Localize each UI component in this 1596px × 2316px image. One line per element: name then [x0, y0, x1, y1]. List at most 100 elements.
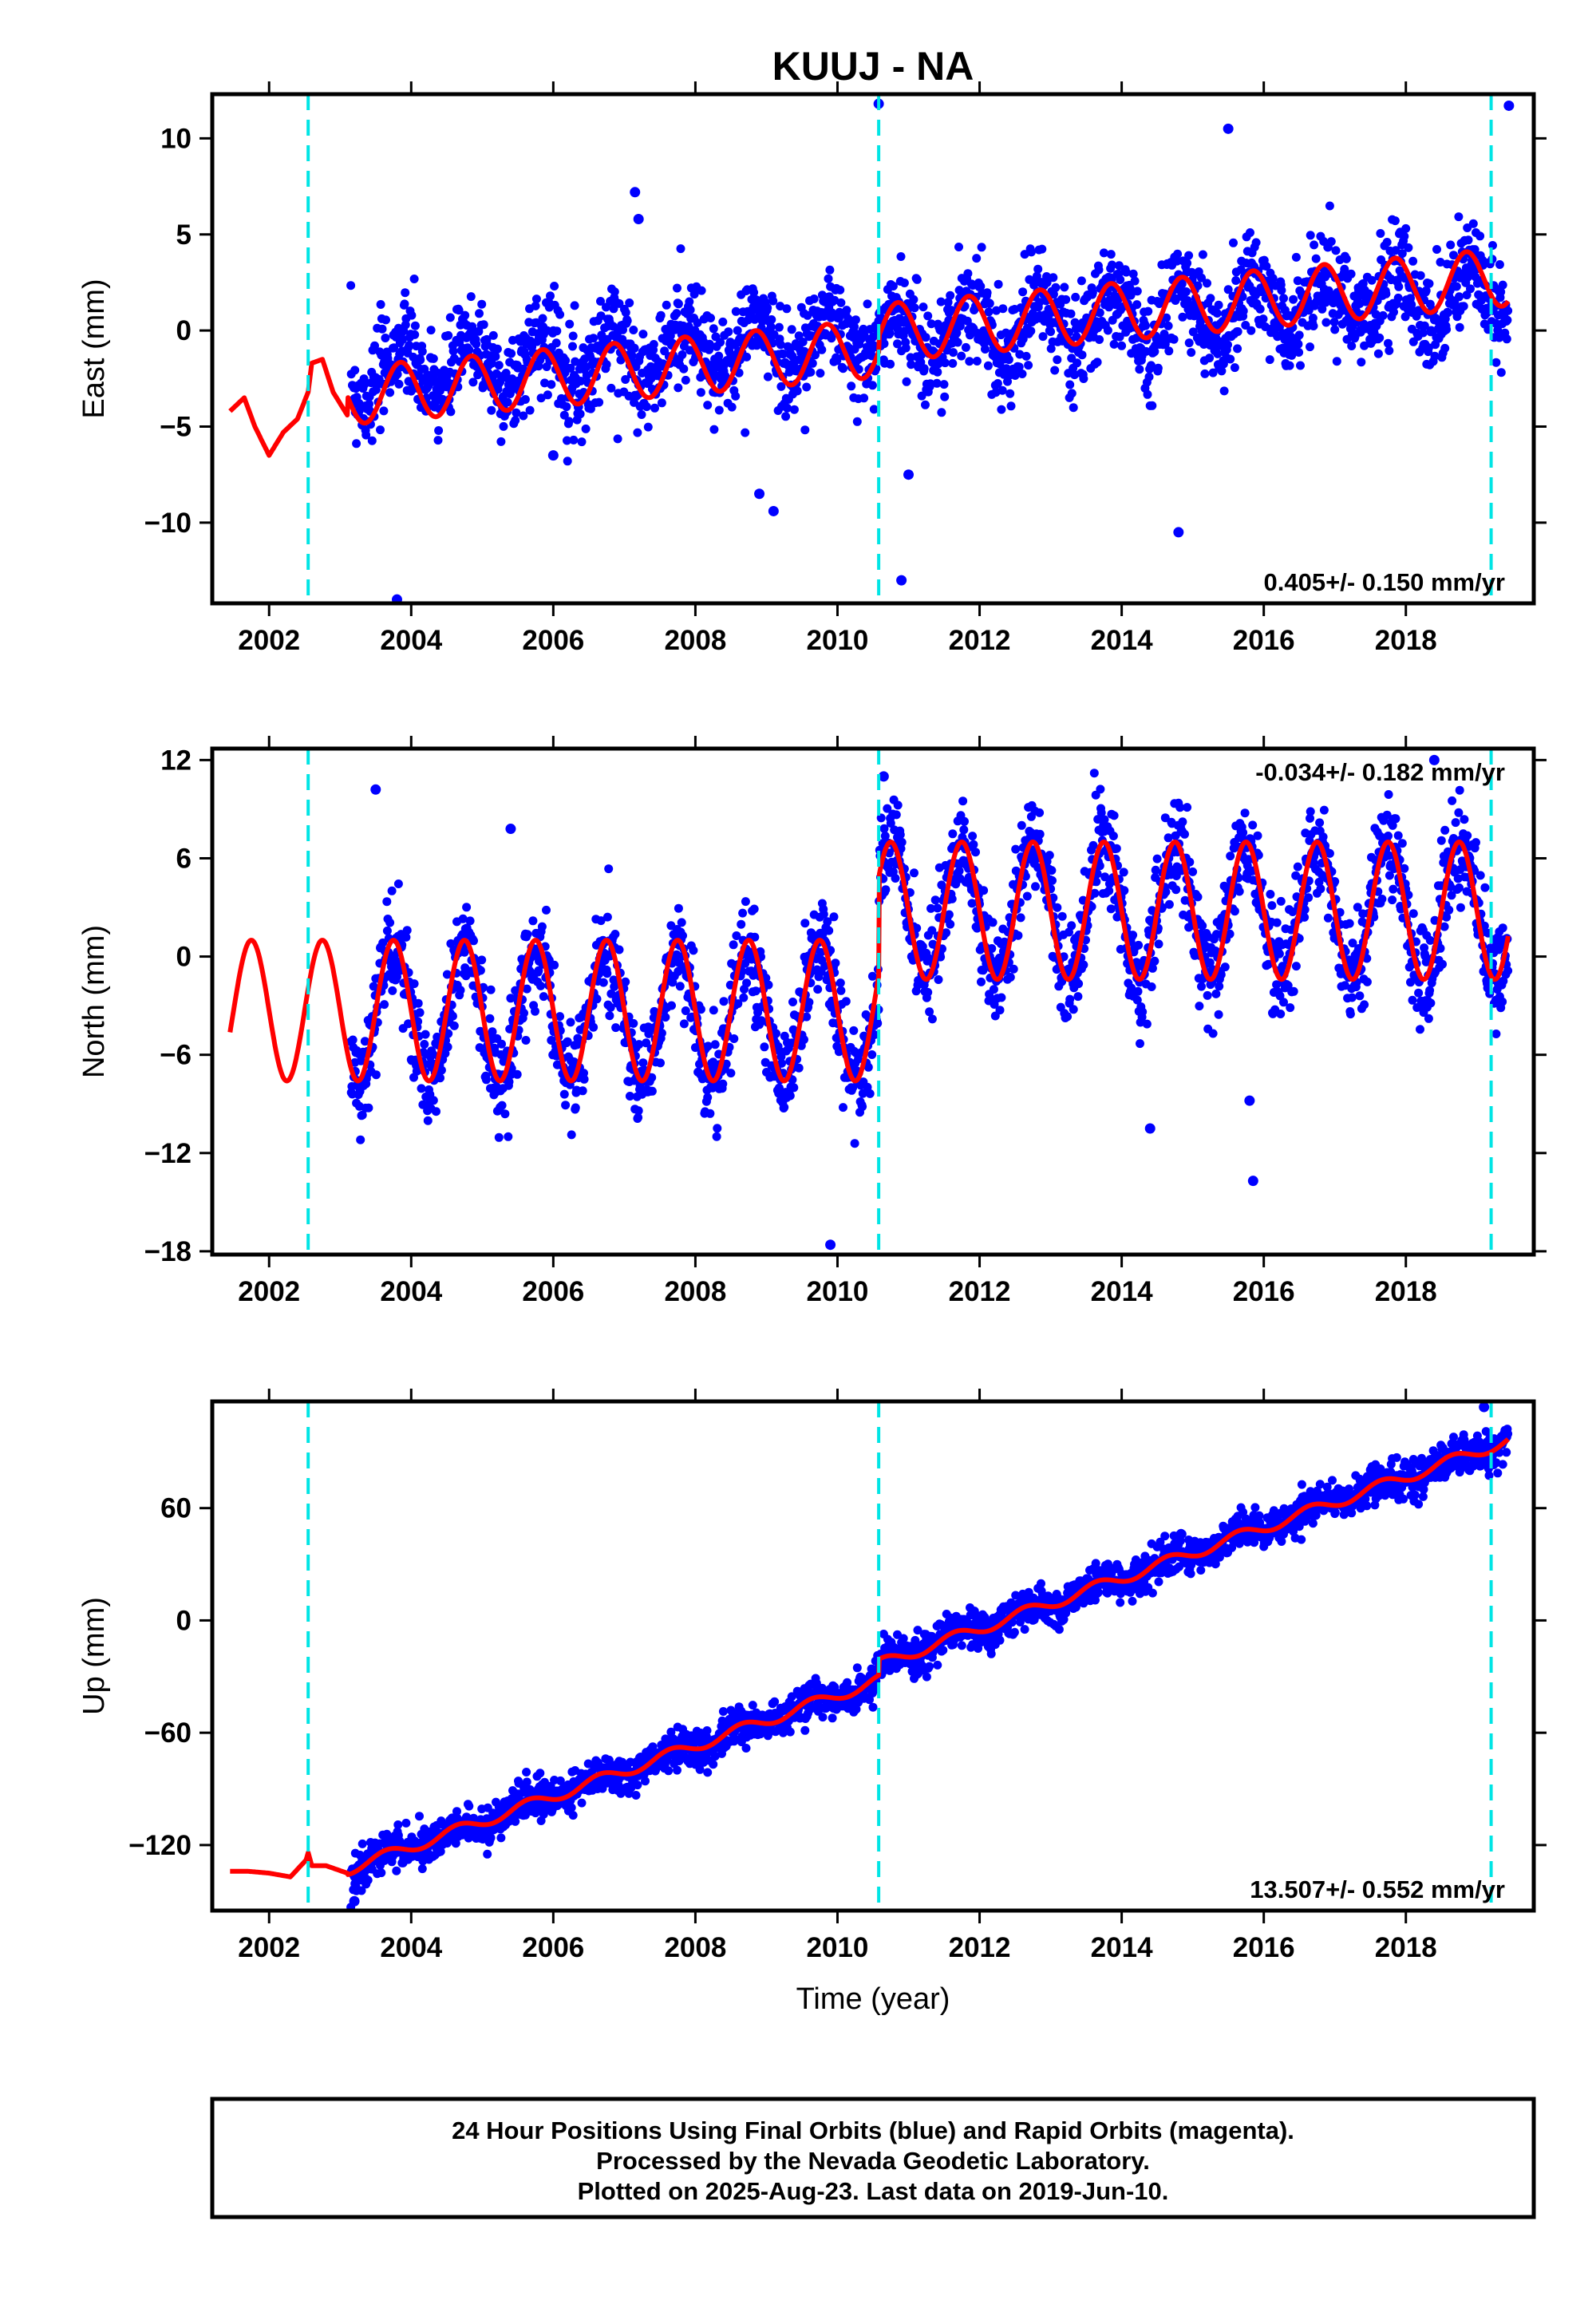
data-point	[836, 298, 846, 307]
data-point	[497, 1039, 506, 1049]
data-point	[1150, 956, 1159, 966]
y-tick-label: 0	[176, 315, 192, 346]
data-point	[1293, 862, 1302, 871]
data-point	[1384, 338, 1393, 348]
data-point	[638, 330, 648, 339]
data-point	[923, 311, 933, 321]
data-point	[1017, 820, 1026, 830]
data-point	[565, 319, 575, 329]
data-point	[596, 916, 606, 926]
data-point	[865, 1089, 875, 1098]
data-point	[1072, 332, 1081, 342]
data-point	[732, 931, 741, 940]
data-point	[774, 322, 784, 332]
data-point	[1017, 370, 1027, 378]
data-point	[1496, 287, 1506, 297]
data-point	[1381, 289, 1391, 298]
data-point	[776, 302, 785, 311]
data-point	[568, 342, 577, 351]
data-point	[1421, 286, 1431, 295]
data-point	[1109, 811, 1119, 820]
data-point	[1400, 231, 1409, 241]
data-point	[1226, 852, 1235, 861]
data-point	[1163, 321, 1173, 330]
data-point	[1276, 896, 1286, 906]
data-point	[985, 298, 994, 308]
data-point	[348, 1035, 358, 1045]
data-point	[1144, 372, 1154, 381]
data-point	[596, 297, 605, 306]
data-point	[1116, 275, 1125, 284]
data-point	[940, 358, 950, 368]
x-tick-label: 2018	[1375, 625, 1437, 656]
data-point	[642, 1038, 651, 1048]
data-point	[1213, 349, 1223, 358]
data-point	[650, 1006, 659, 1016]
data-point	[1035, 298, 1045, 307]
data-point	[614, 945, 624, 954]
data-point	[579, 1074, 589, 1084]
data-point	[1134, 940, 1144, 950]
data-point	[672, 950, 681, 959]
data-point	[1069, 403, 1078, 413]
data-point	[512, 408, 521, 417]
data-point	[1432, 245, 1441, 254]
data-point	[1325, 201, 1334, 211]
data-point	[1416, 1025, 1424, 1034]
data-point	[1456, 903, 1465, 912]
data-point	[1346, 269, 1356, 279]
data-point	[433, 436, 443, 445]
data-point	[993, 379, 1002, 388]
data-point	[1268, 274, 1278, 283]
data-point	[503, 397, 512, 407]
data-point	[376, 425, 385, 435]
data-point	[841, 997, 851, 1006]
data-point	[610, 287, 619, 297]
data-point	[642, 402, 651, 412]
outlier-point	[547, 450, 559, 461]
data-point	[358, 1839, 367, 1848]
data-point	[456, 986, 465, 995]
data-point	[1233, 344, 1242, 354]
data-point	[1449, 251, 1458, 260]
data-point	[667, 1001, 676, 1010]
data-point	[1347, 993, 1357, 1002]
data-point	[713, 1124, 722, 1133]
data-point	[661, 1013, 670, 1022]
data-point	[1133, 986, 1143, 996]
data-point	[486, 985, 496, 994]
data-point	[750, 932, 760, 942]
data-point	[788, 998, 797, 1006]
data-point	[749, 287, 759, 297]
y-tick-label: 10	[160, 123, 192, 154]
data-point	[392, 1866, 401, 1875]
data-point	[409, 275, 419, 283]
data-point	[1311, 254, 1321, 263]
data-point	[643, 422, 653, 432]
data-point	[1389, 884, 1398, 894]
data-point	[1141, 346, 1151, 356]
data-point	[401, 288, 410, 298]
outlier-point	[505, 824, 516, 835]
data-point	[481, 1075, 491, 1085]
data-point	[831, 958, 840, 968]
data-point	[575, 409, 585, 419]
data-point	[1304, 893, 1314, 903]
data-point	[522, 984, 531, 994]
data-point	[432, 1107, 440, 1117]
data-point	[1053, 355, 1062, 365]
data-point	[458, 914, 468, 923]
data-point	[656, 310, 666, 320]
data-point	[1436, 258, 1445, 267]
data-point	[500, 1109, 510, 1119]
data-point	[416, 355, 425, 365]
data-point	[523, 930, 532, 939]
data-point	[832, 356, 842, 366]
outlier-point	[825, 1239, 836, 1251]
data-point	[442, 970, 452, 979]
data-point	[364, 1103, 373, 1113]
data-point	[1089, 769, 1099, 778]
data-point	[621, 375, 630, 384]
data-point	[919, 364, 929, 373]
data-point	[676, 244, 685, 254]
